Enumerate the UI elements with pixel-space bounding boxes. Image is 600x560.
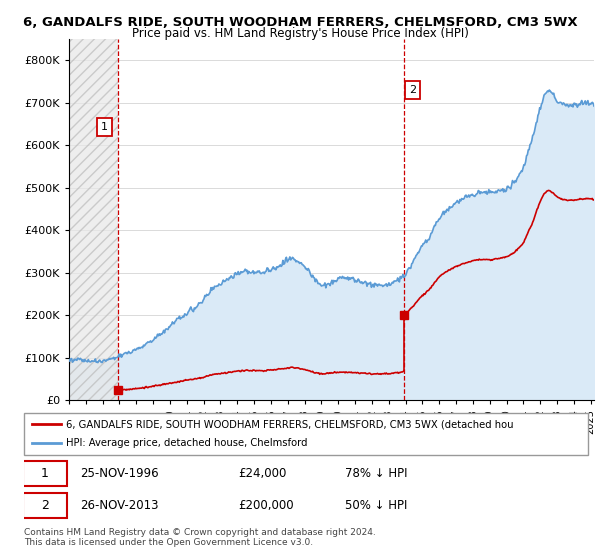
Text: 1: 1 (41, 468, 49, 480)
Text: 2: 2 (409, 85, 416, 95)
Text: 1: 1 (101, 122, 108, 132)
FancyBboxPatch shape (24, 413, 588, 455)
Text: 25-NOV-1996: 25-NOV-1996 (80, 468, 159, 480)
Text: 78% ↓ HPI: 78% ↓ HPI (346, 468, 408, 480)
Bar (69, 39, 118, 400)
Text: 2: 2 (41, 499, 49, 512)
FancyBboxPatch shape (23, 493, 67, 518)
Text: HPI: Average price, detached house, Chelmsford: HPI: Average price, detached house, Chel… (66, 438, 308, 449)
FancyBboxPatch shape (23, 461, 67, 487)
Text: 6, GANDALFS RIDE, SOUTH WOODHAM FERRERS, CHELMSFORD, CM3 5WX (detached hou: 6, GANDALFS RIDE, SOUTH WOODHAM FERRERS,… (66, 419, 514, 429)
Text: £24,000: £24,000 (238, 468, 287, 480)
Text: 6, GANDALFS RIDE, SOUTH WOODHAM FERRERS, CHELMSFORD, CM3 5WX: 6, GANDALFS RIDE, SOUTH WOODHAM FERRERS,… (23, 16, 577, 29)
Text: £200,000: £200,000 (238, 499, 294, 512)
Text: Contains HM Land Registry data © Crown copyright and database right 2024.
This d: Contains HM Land Registry data © Crown c… (24, 528, 376, 547)
Text: 50% ↓ HPI: 50% ↓ HPI (346, 499, 408, 512)
Text: 26-NOV-2013: 26-NOV-2013 (80, 499, 159, 512)
Text: Price paid vs. HM Land Registry's House Price Index (HPI): Price paid vs. HM Land Registry's House … (131, 27, 469, 40)
